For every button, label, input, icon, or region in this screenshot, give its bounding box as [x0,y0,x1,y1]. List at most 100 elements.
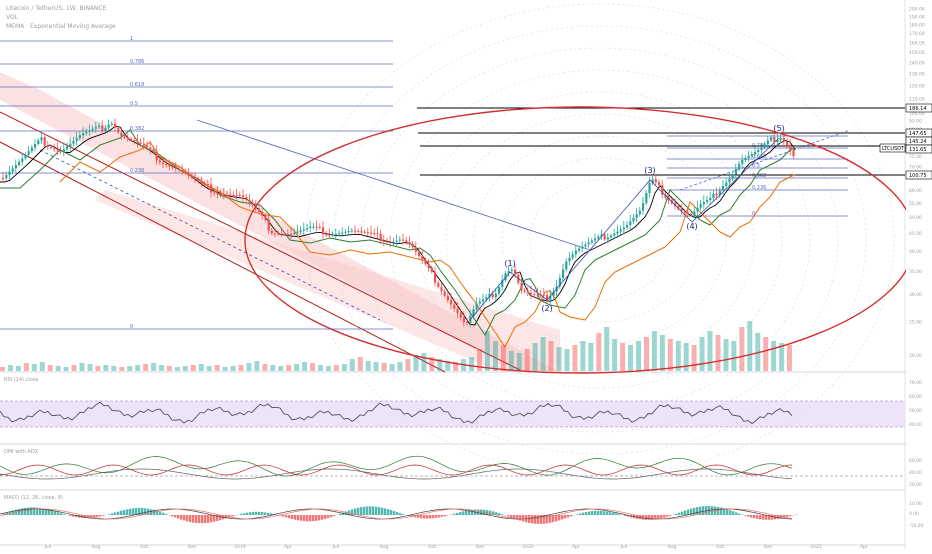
macd-histogram-bar [429,515,431,519]
candle-body [261,212,263,216]
macd-histogram-bar [315,515,317,521]
macd-histogram-bar [204,515,206,523]
candle-body [296,232,298,233]
macd-histogram-bar [99,515,101,517]
candle-body [693,211,695,215]
candle-body [498,287,500,294]
volume-bar [469,357,474,371]
macd-histogram-bar [603,511,605,515]
candle-body [616,232,618,234]
macd-histogram-bar [57,512,59,515]
candle-body [383,241,385,242]
volume-bar [716,335,721,371]
volume-bar [103,365,108,371]
candle-body [447,296,449,300]
candle-body [162,163,164,165]
candle-body [316,227,318,228]
macd-tick-label: -10.00 [909,523,924,529]
macd-histogram-bar [510,515,512,518]
candle-body [479,302,481,304]
rsi-tick-label: 40.00 [909,422,922,428]
macd-histogram-bar [63,514,65,515]
macd-histogram-bar [282,515,284,517]
macd-histogram-bar [555,515,557,521]
candle-body [632,218,634,222]
candle-body [146,146,148,148]
price-tick-label: 190.00 [909,14,925,20]
macd-histogram-bar [171,515,173,516]
macd-histogram-bar [201,515,203,523]
wave-label: (2) [541,304,552,313]
volume-bar [326,366,331,371]
candle-body [156,152,158,161]
volume-bar [246,363,251,371]
candle-body [780,138,782,140]
candle-body [293,233,295,234]
price-label-text: 186.14 [909,106,927,112]
macd-histogram-bar [177,515,179,519]
candle-body [344,232,346,233]
price-tick-label: 160.00 [909,40,925,46]
macd-histogram-bar [243,513,245,515]
candle-body [642,203,644,211]
candle-body [648,183,650,193]
price-tick-label: 150.00 [909,50,925,56]
dmi-tick-label: 60.00 [909,458,922,464]
candle-body [284,234,286,235]
candle-body [687,213,689,214]
candle-body [732,174,734,178]
candle-body [95,127,97,129]
candle-body [322,227,324,234]
macd-histogram-bar [120,511,122,515]
volume-bar [747,321,752,371]
volume-bar [159,365,164,371]
volume-bar [588,343,593,371]
volume-bar [405,359,410,371]
candle-body [386,242,388,243]
candle-body [700,204,702,208]
candle-body [767,141,769,145]
candle-body [63,149,65,151]
candle-body [453,305,455,309]
macd-histogram-bar [777,515,779,519]
macd-histogram-bar [696,507,698,515]
candle-body [200,182,202,184]
candle-body [351,231,353,232]
volume-bar [668,339,673,371]
candle-body [482,300,484,302]
macd-histogram-bar [606,512,608,515]
volume-bar [572,345,577,371]
macd-histogram-bar [432,515,434,518]
macd-histogram-bar [261,512,263,515]
macd-histogram-bar [663,515,665,518]
fib-right-label: 0.236 [752,185,766,191]
candle-body [789,146,791,150]
dmi-label: DMI with ADX [4,449,39,455]
volume-bar [580,341,585,371]
fib-left-label: 0.618 [130,82,144,88]
macd-histogram-bar [267,513,269,515]
volume-bar [636,341,641,371]
candle-body [111,124,113,125]
volume-bar [24,363,29,371]
macd-histogram-bar [597,511,599,515]
macd-histogram-bar [69,515,71,516]
macd-histogram-bar [180,515,182,520]
volume-bar [652,331,657,371]
chart-title: Litecoin / TetherUS, 1W, BINANCE [6,5,107,12]
candle-body [741,160,743,164]
macd-histogram-bar [789,515,791,516]
macd-histogram-bar [459,512,461,515]
time-tick-label: Apr [284,544,292,550]
macd-histogram-bar [318,515,320,520]
volume-bar [64,367,69,371]
rsi-label: RSI (14) close [4,377,38,383]
rsi-tick-label: 60.00 [909,394,922,400]
candle-body [175,168,177,169]
candle-body [274,234,276,235]
volume-bar [95,366,100,371]
macd-histogram-bar [378,507,380,515]
candle-body [543,295,545,296]
volume-bar [517,353,522,371]
macd-histogram-bar [717,507,719,515]
